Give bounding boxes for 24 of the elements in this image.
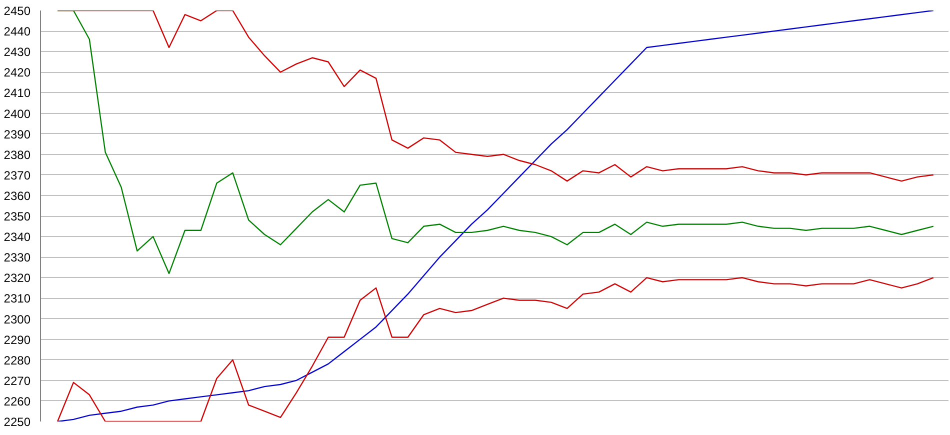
line-series	[56, 10, 934, 422]
y-tick-label: 2450	[4, 4, 31, 18]
y-tick-label: 2370	[4, 168, 31, 182]
line-series	[56, 277, 934, 422]
y-tick-label: 2400	[4, 106, 31, 121]
y-tick-label: 2330	[4, 250, 31, 265]
y-tick-label: 2410	[4, 86, 31, 100]
line-series	[56, 10, 934, 182]
y-tick-label: 2430	[4, 45, 31, 60]
y-tick-label: 2250	[4, 415, 31, 429]
y-tick-label: 2260	[4, 394, 31, 408]
y-tick-label: 2310	[4, 292, 31, 306]
y-tick-label: 2280	[4, 353, 31, 368]
y-tick-label: 2300	[4, 312, 31, 326]
y-tick-label: 2340	[4, 230, 31, 244]
y-tick-label: 2270	[4, 374, 31, 388]
y-tick-label: 2420	[4, 66, 31, 80]
y-tick-label: 2390	[4, 127, 31, 142]
y-tick-label: 2380	[4, 148, 31, 162]
y-tick-label: 2320	[4, 271, 31, 286]
y-tick-label: 2350	[4, 210, 31, 224]
y-tick-label: 2440	[4, 24, 31, 39]
y-tick-label: 2290	[4, 332, 31, 347]
y-tick-label: 2360	[4, 188, 31, 203]
